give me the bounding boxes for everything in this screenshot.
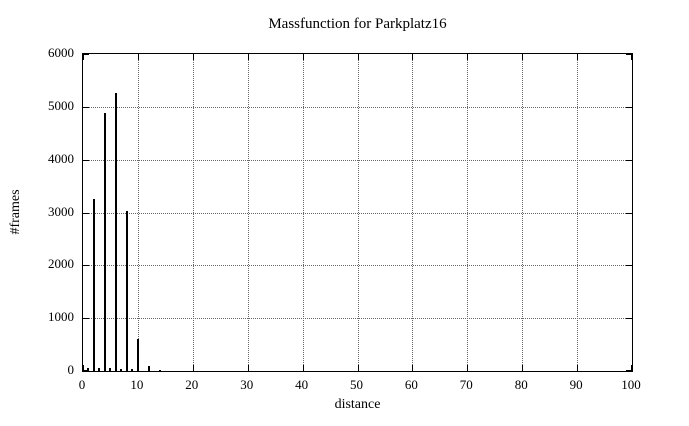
y-tick-label: 0 bbox=[67, 362, 75, 377]
impulse-bar bbox=[115, 93, 117, 371]
gridline-horizontal bbox=[83, 106, 632, 108]
impulse-bar bbox=[131, 369, 133, 371]
x-tick-mark bbox=[247, 365, 249, 371]
x-tick-mark bbox=[467, 365, 469, 371]
y-tick-label: 6000 bbox=[48, 45, 74, 60]
y-tick-mark bbox=[626, 106, 632, 108]
impulse-bar bbox=[120, 369, 122, 371]
x-tick-mark bbox=[631, 54, 632, 60]
impulse-bar bbox=[104, 113, 106, 371]
x-tick-mark bbox=[302, 365, 304, 371]
chart-title: Massfunction for Parkplatz16 bbox=[268, 16, 447, 32]
y-tick-label: 3000 bbox=[48, 203, 74, 219]
y-tick-mark bbox=[83, 159, 89, 161]
y-tick-label: 5000 bbox=[48, 97, 74, 113]
gridline-horizontal bbox=[83, 318, 632, 320]
x-tick-mark bbox=[577, 365, 579, 371]
y-tick-mark bbox=[83, 370, 89, 371]
impulse-bar bbox=[148, 366, 150, 371]
x-tick-mark bbox=[192, 365, 194, 371]
y-tick-mark bbox=[83, 265, 89, 267]
x-tick-label: 30 bbox=[240, 377, 254, 392]
impulse-bar bbox=[98, 368, 100, 371]
x-tick-label: 40 bbox=[295, 377, 309, 392]
x-tick-mark bbox=[522, 54, 524, 60]
x-tick-mark bbox=[83, 365, 84, 371]
x-tick-label: 80 bbox=[514, 377, 528, 392]
y-tick-mark bbox=[626, 318, 632, 320]
x-tick-mark bbox=[357, 365, 359, 371]
x-tick-mark bbox=[302, 54, 304, 60]
x-tick-mark bbox=[357, 54, 359, 60]
y-tick-mark bbox=[626, 212, 632, 214]
x-tick-mark bbox=[522, 365, 524, 371]
gridline-horizontal bbox=[83, 159, 632, 161]
y-tick-mark bbox=[626, 159, 632, 161]
x-tick-mark bbox=[247, 54, 249, 60]
x-tick-mark bbox=[412, 54, 414, 60]
y-tick-mark bbox=[626, 265, 632, 267]
x-tick-label: 20 bbox=[185, 377, 199, 392]
x-tick-mark bbox=[192, 54, 194, 60]
x-axis-label: distance bbox=[334, 397, 381, 412]
gridline-horizontal bbox=[83, 212, 632, 214]
x-tick-label: 60 bbox=[404, 377, 418, 392]
y-tick-mark bbox=[626, 54, 632, 55]
y-tick-mark bbox=[83, 318, 89, 320]
x-tick-label: 70 bbox=[459, 377, 473, 392]
y-tick-mark bbox=[83, 106, 89, 108]
impulse-bar bbox=[109, 368, 111, 371]
impulse-bar bbox=[93, 199, 95, 371]
x-tick-mark bbox=[412, 365, 414, 371]
x-tick-label: 10 bbox=[130, 377, 144, 392]
x-tick-mark bbox=[631, 365, 632, 371]
x-tick-mark bbox=[137, 54, 139, 60]
plot-area bbox=[82, 53, 633, 372]
y-tick-mark bbox=[83, 54, 89, 55]
y-tick-label: 2000 bbox=[48, 256, 74, 272]
y-tick-mark bbox=[626, 370, 632, 371]
x-tick-label: 90 bbox=[569, 377, 583, 392]
x-tick-label: 100 bbox=[621, 377, 641, 392]
y-tick-label: 4000 bbox=[48, 150, 74, 166]
impulse-bar bbox=[87, 368, 89, 371]
x-tick-label: 0 bbox=[78, 377, 86, 392]
x-tick-mark bbox=[577, 54, 579, 60]
y-tick-mark bbox=[83, 212, 89, 214]
x-tick-mark bbox=[467, 54, 469, 60]
x-tick-mark bbox=[83, 54, 84, 60]
impulse-bar bbox=[126, 211, 128, 371]
gridline-horizontal bbox=[83, 265, 632, 267]
impulse-bar bbox=[159, 370, 161, 371]
x-tick-label: 50 bbox=[350, 377, 363, 392]
y-tick-label: 1000 bbox=[48, 309, 74, 325]
impulse-bar bbox=[137, 339, 139, 371]
